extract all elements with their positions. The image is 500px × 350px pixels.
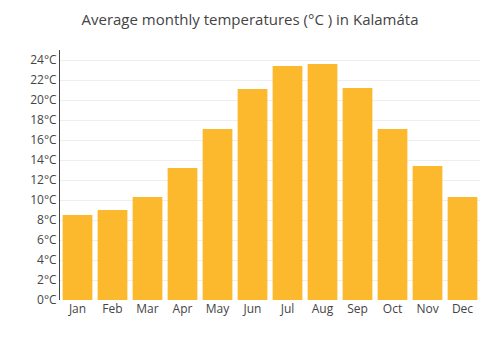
svg-text:22°C: 22°C <box>30 71 57 88</box>
svg-text:Jul: Jul <box>280 300 295 317</box>
svg-text:Mar: Mar <box>136 300 158 317</box>
svg-text:18°C: 18°C <box>30 111 57 128</box>
svg-text:Aug: Aug <box>312 300 334 317</box>
svg-text:Apr: Apr <box>173 300 193 317</box>
svg-text:6°C: 6°C <box>37 231 57 248</box>
svg-text:Sep: Sep <box>347 300 368 317</box>
svg-text:Jan: Jan <box>68 300 86 317</box>
svg-text:Dec: Dec <box>452 300 473 317</box>
svg-text:20°C: 20°C <box>30 91 57 108</box>
svg-text:8°C: 8°C <box>37 211 57 228</box>
svg-text:Oct: Oct <box>383 300 402 317</box>
svg-text:2°C: 2°C <box>37 271 57 288</box>
svg-text:Average monthly temperatures (: Average monthly temperatures (°C ) in Ka… <box>82 9 419 29</box>
svg-text:24°C: 24°C <box>30 51 57 68</box>
svg-text:Nov: Nov <box>416 300 438 317</box>
svg-text:May: May <box>206 300 230 317</box>
svg-text:4°C: 4°C <box>37 251 57 268</box>
svg-text:0°C: 0°C <box>37 291 57 308</box>
svg-text:14°C: 14°C <box>30 151 57 168</box>
svg-text:10°C: 10°C <box>30 191 57 208</box>
svg-text:Feb: Feb <box>102 300 122 317</box>
svg-text:Jun: Jun <box>243 300 262 317</box>
svg-text:12°C: 12°C <box>30 171 57 188</box>
svg-text:16°C: 16°C <box>30 131 57 148</box>
